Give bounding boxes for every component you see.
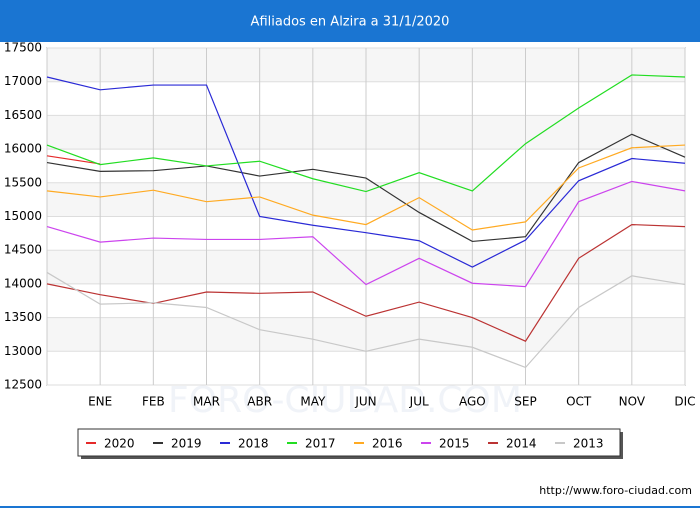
legend-label: 2016 bbox=[372, 437, 403, 451]
series-line bbox=[46, 155, 101, 165]
y-tick-label: 14500 bbox=[4, 243, 42, 257]
legend-label: 2015 bbox=[439, 437, 470, 451]
series-line bbox=[46, 180, 686, 288]
title-bar bbox=[0, 0, 700, 42]
series-line bbox=[46, 144, 686, 231]
watermark: FORO-CIUDAD.COM bbox=[168, 380, 522, 421]
x-tick-label: OCT bbox=[566, 395, 592, 409]
y-tick-label: 16500 bbox=[4, 108, 42, 122]
y-tick-label: 12500 bbox=[4, 378, 42, 392]
legend bbox=[77, 428, 621, 457]
series-line bbox=[46, 133, 686, 243]
chart-title: Afiliados en Alzira a 31/1/2020 bbox=[251, 15, 450, 30]
source: http://www.foro-ciudad.com bbox=[539, 484, 692, 497]
x-tick-label: ABR bbox=[247, 395, 272, 409]
y-tick-label: 16000 bbox=[4, 142, 42, 156]
x-tick-label: JUL bbox=[409, 395, 429, 409]
legend-label: 2013 bbox=[573, 437, 604, 451]
x-tick-label: JUN bbox=[354, 395, 376, 409]
x-tick-label: DIC bbox=[674, 395, 695, 409]
x-tick-label: FEB bbox=[142, 395, 165, 409]
x-tick-label: MAR bbox=[193, 395, 220, 409]
y-tick-label: 17000 bbox=[4, 74, 42, 88]
x-tick-label: SEP bbox=[514, 395, 536, 409]
x-tick-label: NOV bbox=[619, 395, 646, 409]
legend-label: 2018 bbox=[238, 437, 269, 451]
series-line bbox=[46, 74, 686, 193]
y-tick-label: 14000 bbox=[4, 276, 42, 290]
legend-label: 2017 bbox=[305, 437, 336, 451]
series-line bbox=[46, 76, 686, 268]
y-tick-label: 15000 bbox=[4, 209, 42, 223]
x-tick-label: MAY bbox=[300, 395, 326, 409]
series-line bbox=[46, 271, 686, 369]
y-tick-label: 17500 bbox=[4, 41, 42, 55]
y-tick-label: 15500 bbox=[4, 175, 42, 189]
legend-label: 2019 bbox=[171, 437, 202, 451]
legend-label: 2014 bbox=[506, 437, 537, 451]
y-tick-label: 13500 bbox=[4, 310, 42, 324]
x-tick-label: ENE bbox=[88, 395, 112, 409]
series-line bbox=[46, 223, 686, 342]
y-tick-label: 13000 bbox=[4, 344, 42, 358]
legend-label: 2020 bbox=[104, 437, 135, 451]
x-tick-label: AGO bbox=[459, 395, 486, 409]
